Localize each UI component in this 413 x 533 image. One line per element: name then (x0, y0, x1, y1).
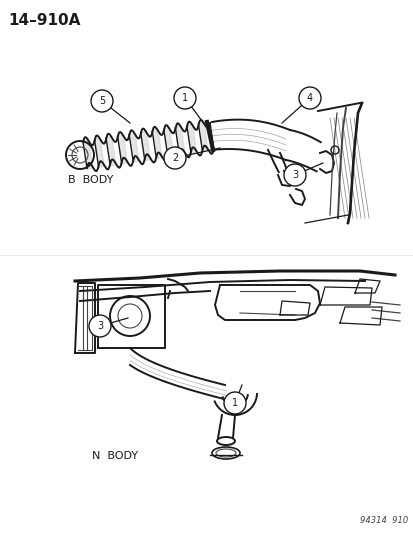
Polygon shape (106, 136, 116, 166)
Circle shape (89, 315, 111, 337)
Text: 3: 3 (291, 170, 297, 180)
Text: B  BODY: B BODY (68, 175, 113, 185)
Polygon shape (83, 140, 93, 169)
Circle shape (164, 147, 185, 169)
Text: 1: 1 (231, 398, 237, 408)
Polygon shape (152, 130, 162, 159)
Circle shape (298, 87, 320, 109)
Polygon shape (140, 131, 150, 160)
Text: 5: 5 (99, 96, 105, 106)
Circle shape (91, 90, 113, 112)
Polygon shape (198, 123, 208, 152)
Text: 4: 4 (306, 93, 312, 103)
Polygon shape (163, 128, 173, 157)
Text: 2: 2 (171, 153, 178, 163)
Text: 94314  910: 94314 910 (359, 516, 407, 525)
Circle shape (283, 164, 305, 186)
Text: 14–910A: 14–910A (8, 13, 80, 28)
Text: 3: 3 (97, 321, 103, 331)
Polygon shape (129, 133, 139, 162)
Text: 1: 1 (181, 93, 188, 103)
Polygon shape (94, 138, 104, 167)
Polygon shape (175, 126, 185, 155)
Polygon shape (186, 124, 196, 154)
Circle shape (173, 87, 195, 109)
Circle shape (223, 392, 245, 414)
Polygon shape (117, 135, 127, 164)
Text: N  BODY: N BODY (92, 451, 138, 461)
